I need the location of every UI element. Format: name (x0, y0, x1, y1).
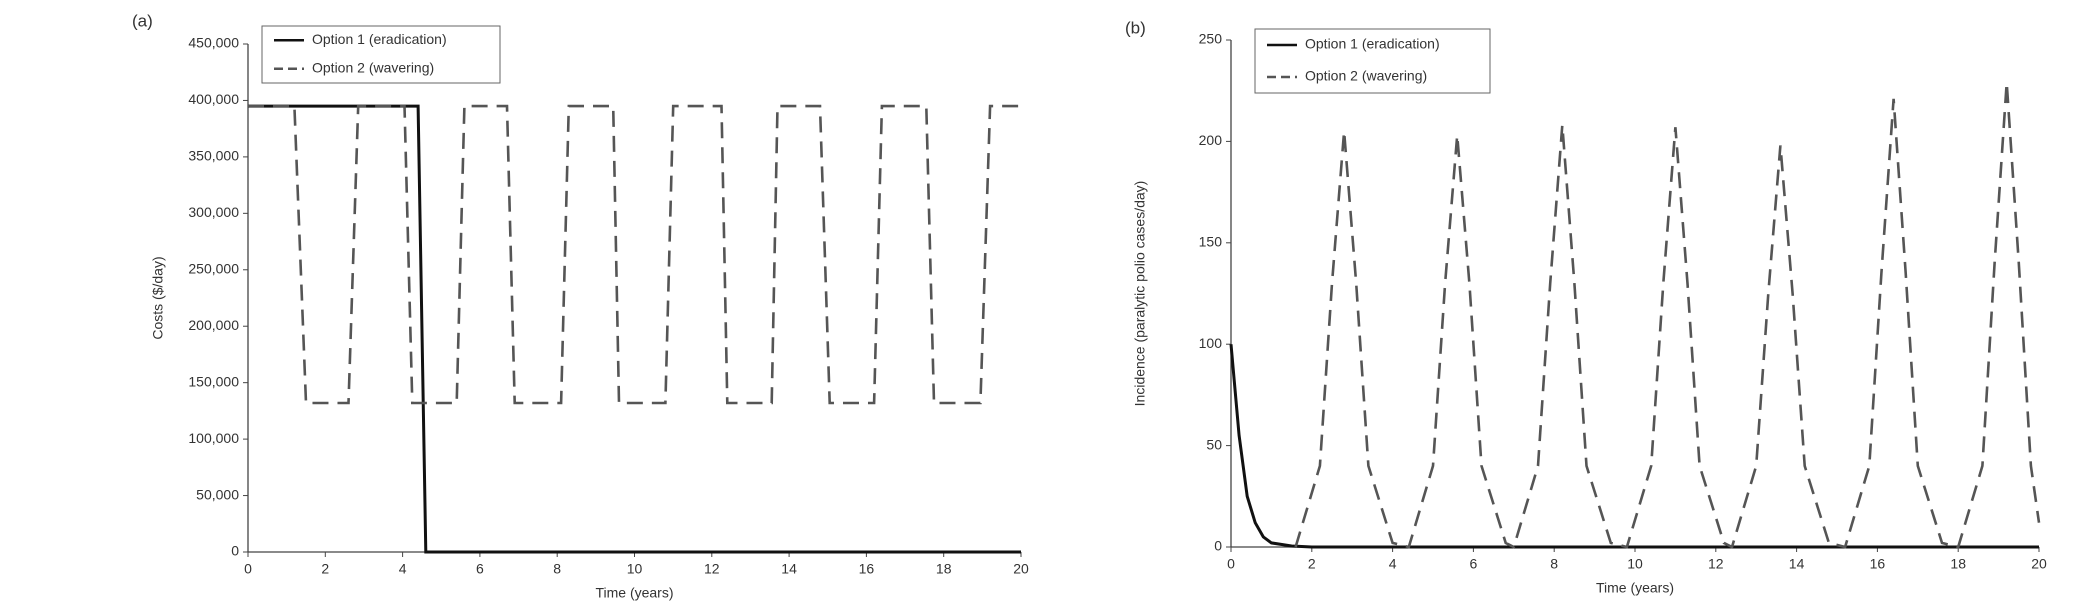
y-tick-label: 350,000 (188, 148, 239, 164)
series-line (1229, 344, 2039, 549)
x-tick-label: 8 (1550, 556, 1558, 572)
y-tick-label: 100,000 (188, 430, 239, 446)
x-tick-label: 12 (1708, 556, 1724, 572)
x-tick-label: 14 (1789, 556, 1805, 572)
y-axis-label: Incidence (paralytic polio cases/day) (1132, 181, 1148, 407)
x-tick-label: 2 (321, 561, 329, 577)
y-tick-label: 150,000 (188, 373, 239, 389)
series-line (1294, 82, 2041, 549)
y-tick-label: 50,000 (196, 486, 239, 502)
legend-label: Option 2 (wavering) (1305, 68, 1427, 84)
series-line (248, 104, 1021, 405)
x-tick-label: 16 (1870, 556, 1886, 572)
x-tick-label: 6 (476, 561, 484, 577)
x-tick-label: 10 (627, 561, 643, 577)
y-tick-label: 300,000 (188, 204, 239, 220)
x-tick-label: 0 (1227, 556, 1235, 572)
x-tick-label: 2 (1308, 556, 1316, 572)
y-tick-label: 250,000 (188, 260, 239, 276)
x-tick-label: 20 (1013, 561, 1029, 577)
y-tick-label: 250 (1199, 31, 1223, 47)
panel-label: (a) (132, 11, 153, 30)
x-axis-label: Time (years) (595, 585, 673, 601)
x-tick-label: 6 (1470, 556, 1478, 572)
y-tick-label: 150 (1199, 234, 1223, 250)
x-tick-label: 20 (2031, 556, 2047, 572)
y-tick-label: 0 (231, 543, 239, 559)
x-tick-label: 4 (1389, 556, 1397, 572)
y-axis-label: Costs ($/day) (150, 256, 166, 339)
y-tick-label: 0 (1214, 538, 1222, 554)
x-tick-label: 10 (1627, 556, 1643, 572)
x-tick-label: 18 (1950, 556, 1966, 572)
y-tick-label: 450,000 (188, 35, 239, 51)
x-tick-label: 14 (781, 561, 797, 577)
x-tick-label: 12 (704, 561, 720, 577)
legend-label: Option 1 (eradication) (312, 31, 447, 47)
legend-box (261, 25, 501, 84)
y-tick-label: 400,000 (188, 91, 239, 107)
y-tick-label: 200 (1199, 132, 1223, 148)
x-tick-label: 16 (859, 561, 875, 577)
legend-box (1254, 28, 1491, 94)
series-line (248, 104, 1021, 554)
legend-label: Option 2 (wavering) (312, 59, 434, 75)
x-tick-label: 4 (399, 561, 407, 577)
x-tick-label: 0 (244, 561, 252, 577)
x-tick-label: 18 (936, 561, 952, 577)
y-tick-label: 100 (1199, 335, 1223, 351)
x-tick-label: 8 (553, 561, 561, 577)
panel-label: (b) (1125, 18, 1146, 37)
x-axis-label: Time (years) (1596, 580, 1674, 596)
y-tick-label: 50 (1206, 436, 1222, 452)
y-tick-label: 200,000 (188, 317, 239, 333)
legend-label: Option 1 (eradication) (1305, 36, 1440, 52)
